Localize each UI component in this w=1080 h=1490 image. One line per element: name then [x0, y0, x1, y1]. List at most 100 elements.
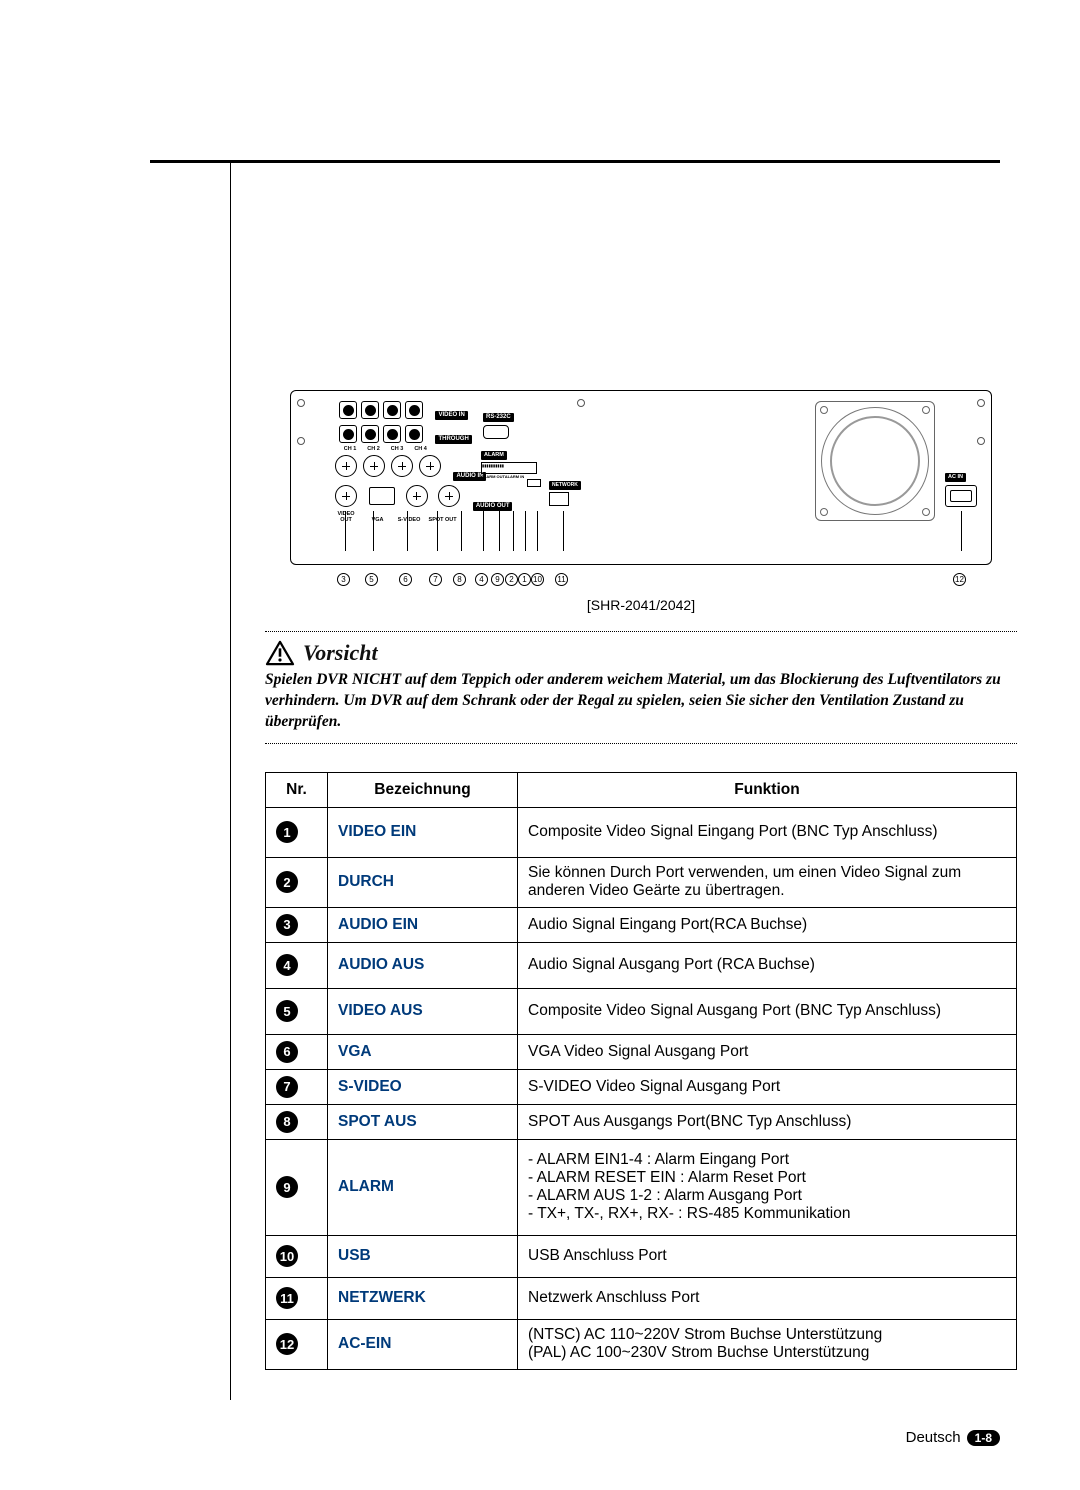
leader-line [373, 511, 374, 551]
row-number-badge: 2 [276, 871, 298, 893]
table-row: 3AUDIO EINAudio Signal Eingang Port(RCA … [266, 907, 1017, 942]
ac-in-group: AC IN [945, 465, 977, 507]
cell-name: VGA [328, 1034, 518, 1069]
cell-func: USB Anschluss Port [518, 1235, 1017, 1277]
caution-title: Vorsicht [303, 640, 378, 666]
cell-nr: 2 [266, 857, 328, 907]
page-footer: Deutsch 1-8 [906, 1429, 1000, 1446]
table-row: 6 VGAVGA Video Signal Ausgang Port [266, 1034, 1017, 1069]
cell-func: SPOT Aus Ausgangs Port(BNC Typ Anschluss… [518, 1104, 1017, 1139]
row-number-badge: 11 [276, 1287, 298, 1309]
table-row: 4AUDIO AUSAudio Signal Ausgang Port (RCA… [266, 942, 1017, 988]
network-group: NETWORK [549, 473, 581, 506]
row-number-badge: 12 [276, 1333, 298, 1355]
leader-line [537, 511, 538, 551]
page-rule-container [150, 160, 1000, 163]
cell-func: S-VIDEO Video Signal Ausgang Port [518, 1069, 1017, 1104]
top-rule [150, 160, 1000, 163]
through-group: THROUGH [339, 425, 472, 445]
th-func: Funktion [518, 772, 1017, 807]
ch-labels: CH 1 CH 2 CH 3 CH 4 [339, 446, 432, 452]
table-row: 12AC-EIN(NTSC) AC 110~220V Strom Buchse … [266, 1319, 1017, 1369]
cell-name: USB [328, 1235, 518, 1277]
outputs-group: AUDIO OUT [335, 485, 512, 512]
table-row: 5 VIDEO AUSComposite Video Signal Ausgang… [266, 988, 1017, 1034]
cell-name: VIDEO AUS [328, 988, 518, 1034]
cell-name: DURCH [328, 857, 518, 907]
row-number-badge: 7 [276, 1076, 298, 1098]
output-sublabels: VIDEO OUT VGA S-VIDEO SPOT OUT [331, 511, 460, 523]
rs232c-group: RS-232C [483, 405, 514, 439]
alarm-group: ALARM ▮▮▮▮▮▮▮▮▮▮ ALARM OUTALARM IN [481, 443, 537, 479]
row-number-badge: 8 [276, 1111, 298, 1133]
screw-icon [977, 437, 985, 445]
through-label: THROUGH [435, 435, 471, 444]
fan-icon [815, 401, 935, 521]
table-row: 11NETZWERKNetzwerk Anschluss Port [266, 1277, 1017, 1319]
leader-line [437, 511, 438, 551]
cell-nr: 6 [266, 1034, 328, 1069]
audio-out-label: AUDIO OUT [473, 502, 513, 511]
cell-name: VIDEO EIN [328, 807, 518, 857]
row-number-badge: 3 [276, 914, 298, 936]
cell-nr: 12 [266, 1319, 328, 1369]
main-content: VIDEO IN THROUGH CH 1 CH 2 CH 3 CH 4 AUD… [265, 390, 1017, 1370]
cell-func: Sie können Durch Port verwenden, um eine… [518, 857, 1017, 907]
cell-name: ALARM [328, 1139, 518, 1235]
row-number-badge: 10 [276, 1245, 298, 1267]
leader-line [483, 511, 484, 551]
cell-func: Composite Video Signal Ausgang Port (BNC… [518, 988, 1017, 1034]
caution-text: Spielen DVR NICHT auf dem Teppich oder a… [265, 670, 1017, 733]
callout-row: 3 5 6 7 8 4 9 2 1 10 11 12 [290, 573, 992, 593]
leader-line [345, 511, 346, 551]
row-number-badge: 6 [276, 1041, 298, 1063]
row-number-badge: 1 [276, 821, 298, 843]
table-row: 7 S-VIDEOS-VIDEO Video Signal Ausgang Por… [266, 1069, 1017, 1104]
video-in-group: VIDEO IN [339, 401, 468, 421]
cell-nr: 9 [266, 1139, 328, 1235]
cell-nr: 5 [266, 988, 328, 1034]
cell-func: Netzwerk Anschluss Port [518, 1277, 1017, 1319]
th-name: Bezeichnung [328, 772, 518, 807]
audio-in-group: AUDIO IN [335, 455, 486, 482]
screw-icon [577, 399, 585, 407]
leader-line [499, 511, 500, 551]
footer-language: Deutsch [906, 1429, 961, 1446]
rear-panel-diagram: VIDEO IN THROUGH CH 1 CH 2 CH 3 CH 4 AUD… [290, 390, 992, 565]
row-number-badge: 5 [276, 1000, 298, 1022]
screw-icon [977, 399, 985, 407]
leader-line [513, 511, 514, 551]
cell-name: SPOT AUS [328, 1104, 518, 1139]
cell-nr: 8 [266, 1104, 328, 1139]
screw-icon [297, 437, 305, 445]
video-in-label: VIDEO IN [435, 411, 467, 420]
usb-group [527, 479, 541, 487]
diagram-model-label: [SHR-2041/2042] [265, 597, 1017, 613]
vertical-rule [230, 160, 231, 1400]
table-row: 1 VIDEO EINComposite Video Signal Eingang… [266, 807, 1017, 857]
warning-triangle-icon [265, 640, 295, 666]
row-number-badge: 4 [276, 954, 298, 976]
cell-name: S-VIDEO [328, 1069, 518, 1104]
cell-func: Audio Signal Eingang Port(RCA Buchse) [518, 907, 1017, 942]
caution-box: Vorsicht Spielen DVR NICHT auf dem Teppi… [265, 631, 1017, 744]
footer-page-badge: 1-8 [967, 1430, 1000, 1446]
cell-func: VGA Video Signal Ausgang Port [518, 1034, 1017, 1069]
leader-line [563, 511, 564, 551]
leader-line [461, 511, 462, 551]
row-number-badge: 9 [276, 1176, 298, 1198]
leader-line [961, 511, 962, 551]
cell-nr: 10 [266, 1235, 328, 1277]
th-nr: Nr. [266, 772, 328, 807]
screw-icon [297, 399, 305, 407]
cell-func: - ALARM EIN1-4 : Alarm Eingang Port- ALA… [518, 1139, 1017, 1235]
cell-nr: 3 [266, 907, 328, 942]
leader-line [525, 511, 526, 551]
cell-func: Composite Video Signal Eingang Port (BNC… [518, 807, 1017, 857]
leader-line [407, 511, 408, 551]
table-header-row: Nr. Bezeichnung Funktion [266, 772, 1017, 807]
cell-nr: 11 [266, 1277, 328, 1319]
ports-table: Nr. Bezeichnung Funktion 1VIDEO EINCompo… [265, 772, 1017, 1370]
table-row: 2 DURCHSie können Durch Port verwenden, u… [266, 857, 1017, 907]
cell-nr: 4 [266, 942, 328, 988]
